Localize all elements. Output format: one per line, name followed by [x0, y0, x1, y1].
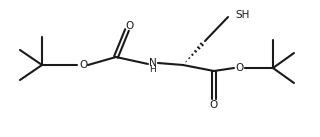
Text: H: H [150, 65, 156, 75]
Text: O: O [210, 100, 218, 110]
Text: SH: SH [235, 10, 249, 20]
Text: O: O [236, 63, 244, 73]
Text: O: O [79, 60, 87, 70]
Text: N: N [149, 58, 157, 68]
Text: O: O [125, 21, 133, 31]
